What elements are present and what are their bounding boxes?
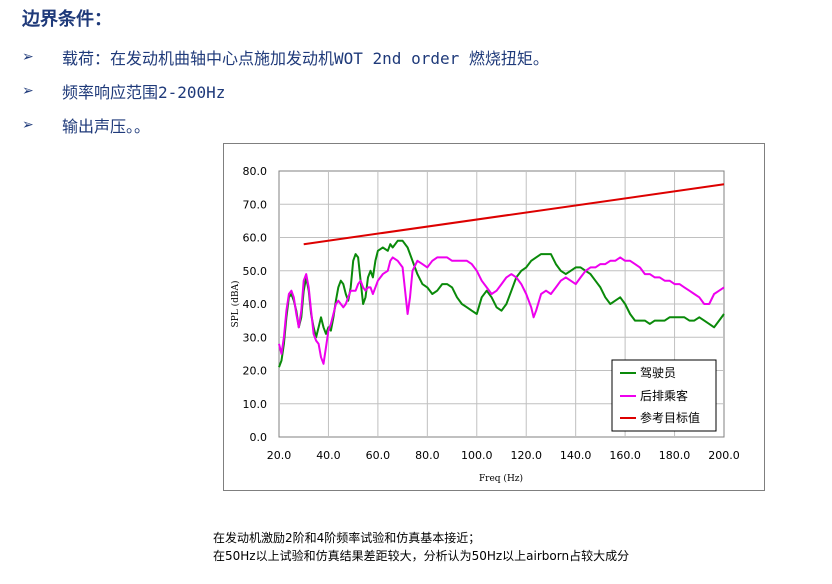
y-tick-label: 20.0 (243, 365, 268, 378)
bullet-arrow-icon: ➢ (22, 83, 34, 99)
x-tick-label: 20.0 (267, 449, 292, 462)
x-tick-label: 80.0 (415, 449, 440, 462)
bullet-text: 载荷：在发动机曲轴中心点施加发动机WOT 2nd order 燃烧扭矩。 (62, 49, 549, 68)
series-line-reference-target (303, 183, 725, 246)
bullet-text: 输出声压。。 (62, 117, 151, 136)
x-tick-label: 120.0 (510, 449, 542, 462)
bullet-list: ➢ 载荷：在发动机曲轴中心点施加发动机WOT 2nd order 燃烧扭矩。 ➢… (22, 40, 549, 142)
legend-label-driver: 驾驶员 (640, 365, 676, 380)
series-lines (278, 183, 725, 368)
legend: 驾驶员 后排乘客 参考目标值 (611, 359, 717, 432)
caption-line-1: 在发动机激励2阶和4阶频率试验和仿真基本接近； (213, 531, 481, 545)
legend-label-rear-passenger: 后排乘客 (640, 388, 688, 403)
caption-line-2: 在50Hz以上试验和仿真结果差距较大，分析认为50Hz以上airborn占较大成… (213, 549, 630, 563)
bullet-text: 频率响应范围2-200Hz (62, 83, 226, 102)
bullet-arrow-icon: ➢ (22, 49, 34, 65)
chart-canvas: 0.0 10.0 20.0 30.0 40.0 50.0 60.0 70.0 80.0 20.0… (230, 165, 740, 484)
x-axis-label: Freq (Hz) (479, 473, 523, 484)
y-tick-label: 40.0 (243, 298, 268, 311)
y-tick-label: 50.0 (243, 265, 268, 278)
x-tick-label: 180.0 (659, 449, 691, 462)
x-tick-label: 200.0 (708, 449, 740, 462)
x-tick-label: 140.0 (560, 449, 592, 462)
y-tick-label: 60.0 (243, 232, 268, 245)
y-tick-labels: 0.0 10.0 20.0 30.0 40.0 50.0 60.0 70.0 80.0 (243, 165, 268, 444)
y-axis-label: SPL (dBA) (230, 281, 241, 328)
legend-label-reference-target: 参考目标值 (640, 410, 700, 425)
y-tick-label: 30.0 (243, 331, 268, 344)
page-heading: 边界条件： (22, 9, 112, 30)
bullet-arrow-icon: ➢ (22, 117, 34, 133)
y-tick-label: 0.0 (250, 431, 268, 444)
y-tick-label: 70.0 (243, 198, 268, 211)
series-line-rear-passenger (278, 256, 725, 365)
x-tick-label: 40.0 (316, 449, 341, 462)
x-tick-labels: 20.0 40.0 60.0 80.0 100.0 120.0 140.0 160.0 180.… (267, 449, 740, 462)
y-tick-label: 10.0 (243, 398, 268, 411)
series-line-driver (278, 239, 725, 368)
y-tick-label: 80.0 (243, 165, 268, 178)
spl-chart: 0.0 10.0 20.0 30.0 40.0 50.0 60.0 70.0 80.0 20.0… (223, 143, 765, 491)
x-tick-label: 60.0 (366, 449, 391, 462)
x-tick-label: 160.0 (609, 449, 641, 462)
bullet-item-output: ➢ 输出声压。。 (22, 108, 549, 142)
bullet-item-load: ➢ 载荷：在发动机曲轴中心点施加发动机WOT 2nd order 燃烧扭矩。 (22, 40, 549, 74)
x-tick-label: 100.0 (461, 449, 493, 462)
bullet-item-frequency-range: ➢ 频率响应范围2-200Hz (22, 74, 549, 108)
